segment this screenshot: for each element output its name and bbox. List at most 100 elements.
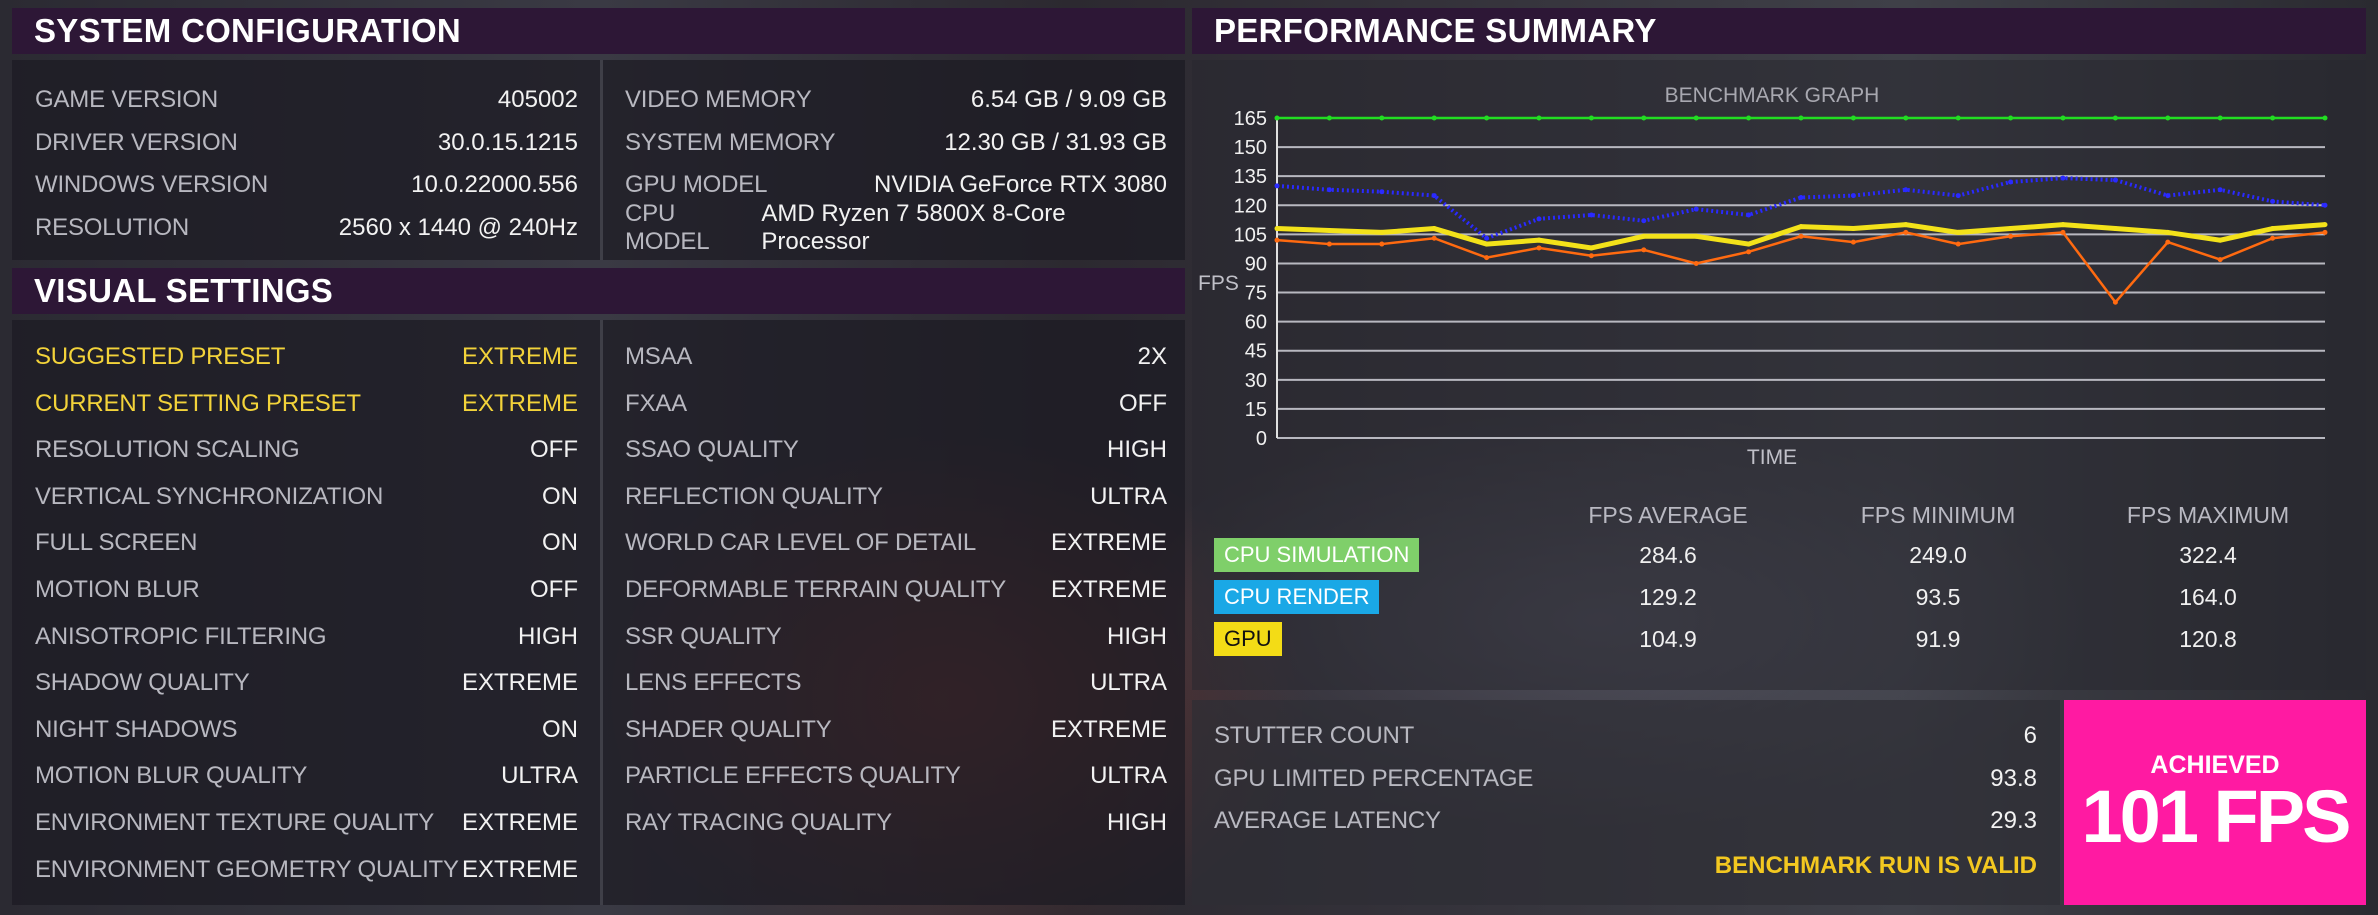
visual-right-row-4: WORLD CAR LEVEL OF DETAIL EXTREME (625, 525, 1167, 561)
series-point (1955, 229, 1961, 235)
system-left-row-0-value: 405002 (497, 86, 578, 113)
visual-right-row-6-value: HIGH (1107, 622, 1167, 650)
visual-left-row-7-value: EXTREME (461, 669, 578, 697)
stat-row-2-label: AVERAGE LATENCY (1214, 807, 1441, 834)
series-point (2008, 226, 2014, 232)
visual-left-row-0-value: EXTREME (461, 343, 578, 370)
visual-left-row-3-value: ON (542, 482, 578, 510)
system-config-header: SYSTEM CONFIGURATION (12, 8, 1185, 54)
table-header-1: FPS MINIMUM (1860, 502, 2016, 528)
achieved-label: ACHIEVED (2150, 751, 2280, 779)
visual-right-row-2-label: SSAO QUALITY (625, 436, 799, 464)
table-cell-min: 249.0 (1909, 542, 1967, 568)
series-point (2165, 115, 2171, 121)
y-tick-label: 45 (1245, 341, 1267, 363)
series-point (1326, 241, 1332, 247)
visual-right-row-5-value: EXTREME (1050, 576, 1167, 603)
visual-left-row-9-label: MOTION BLUR QUALITY (35, 762, 308, 790)
visual-right-row-6: SSR QUALITY HIGH (625, 619, 1167, 655)
series-point (1588, 245, 1594, 251)
visual-settings-panel (12, 320, 1185, 905)
visual-right-row-7-label: LENS EFFECTS (625, 669, 802, 697)
stat-row-0-label: STUTTER COUNT (1214, 722, 1415, 749)
visual-right-row-7: LENS EFFECTS ULTRA (625, 665, 1167, 701)
visual-left-row-7: SHADOW QUALITY EXTREME (35, 665, 578, 701)
series-point (2112, 299, 2118, 305)
series-point (2008, 233, 2014, 239)
series-point (2060, 175, 2066, 181)
visual-left-row-2-label: RESOLUTION SCALING (35, 436, 300, 464)
series-point (1536, 115, 1542, 121)
visual-right-row-1-value: OFF (1119, 389, 1167, 417)
benchmark-graph: BENCHMARK GRAPH FPS TIME 0 15 30 45 60 75 90 10… (1198, 84, 2328, 469)
visual-left-row-4-value: ON (542, 529, 578, 557)
y-tick-label: 165 (1234, 108, 1267, 130)
visual-left-row-5-label: MOTION BLUR (35, 576, 200, 603)
performance-panel (1192, 60, 2366, 690)
performance-title: PERFORMANCE SUMMARY (1214, 12, 1657, 49)
series-point (2322, 202, 2328, 208)
series-line-1 (1276, 176, 2326, 241)
series-point (2112, 177, 2118, 183)
series-point (1431, 193, 1437, 199)
series-point (1850, 115, 1856, 121)
series-point (2008, 179, 2014, 185)
visual-right-row-5-label: DEFORMABLE TERRAIN QUALITY (625, 576, 1007, 603)
visual-left-row-9-value: ULTRA (501, 762, 578, 790)
series-point (1850, 193, 1856, 199)
series-point (2217, 237, 2223, 243)
series-point (1484, 255, 1490, 261)
series-point (2008, 115, 2014, 121)
series-point (1274, 226, 1280, 232)
stat-row-1: GPU LIMITED PERCENTAGE 93.8 (1214, 761, 2037, 797)
series-point (1693, 115, 1699, 121)
series-point (1746, 249, 1752, 255)
table-cell-max: 164.0 (2179, 584, 2237, 610)
system-config-title: SYSTEM CONFIGURATION (34, 12, 462, 49)
table-cell-avg: 104.9 (1639, 626, 1697, 652)
system-config-panel (12, 60, 1185, 260)
stat-row-1-label: GPU LIMITED PERCENTAGE (1214, 764, 1534, 792)
series-point (1903, 187, 1909, 193)
visual-left-row-2: RESOLUTION SCALING OFF (35, 432, 578, 468)
visual-left-row-1-label: CURRENT SETTING PRESET (35, 389, 361, 417)
series-point (1274, 115, 1280, 121)
visual-left-row-0: SUGGESTED PRESET EXTREME (35, 339, 578, 375)
table-cell-min: 93.5 (1915, 584, 1961, 610)
series-point (2270, 198, 2276, 204)
y-tick-label: 150 (1234, 137, 1267, 159)
series-point (1484, 241, 1490, 247)
system-right-row-3: CPU MODEL AMD Ryzen 7 5800X 8-Core Proces… (625, 200, 1167, 255)
table-cell-avg: 284.6 (1639, 542, 1697, 568)
y-tick-label: 30 (1245, 370, 1267, 392)
visual-right-row-5: DEFORMABLE TERRAIN QUALITY EXTREME (625, 572, 1167, 608)
visual-right-row-10-label: RAY TRACING QUALITY (625, 809, 892, 836)
row-badge-0: CPU SIMULATION (1214, 538, 1420, 572)
system-right-row-1: SYSTEM MEMORY 12.30 GB / 31.93 GB (625, 125, 1167, 161)
stat-row-2: AVERAGE LATENCY 29.3 (1214, 803, 2037, 839)
stat-row-0: STUTTER COUNT 6 (1214, 718, 2037, 754)
visual-right-row-8: SHADER QUALITY EXTREME (625, 712, 1167, 748)
series-point (1274, 237, 1280, 243)
system-right-row-3-value: AMD Ryzen 7 5800X 8-Core Processor (761, 199, 1066, 255)
visual-right-row-7-value: ULTRA (1090, 669, 1167, 697)
visual-left-row-11-label: ENVIRONMENT GEOMETRY QUALITY (35, 855, 459, 883)
system-left-row-2-label: WINDOWS VERSION (35, 171, 269, 198)
series-point (1326, 187, 1332, 193)
visual-right-row-0-label: MSAA (625, 343, 693, 370)
system-right-row-3-label: CPU MODEL (625, 199, 710, 255)
series-point (1431, 115, 1437, 121)
visual-right-row-3-label: REFLECTION QUALITY (625, 482, 883, 510)
visual-right-row-0: MSAA 2X (625, 339, 1167, 375)
series-point (2322, 229, 2328, 235)
system-right-row-2-label: GPU MODEL (625, 171, 768, 198)
series-point (1588, 212, 1594, 218)
series-point (2270, 115, 2276, 121)
series-point (2112, 226, 2118, 232)
series-point (1641, 218, 1647, 224)
series-point (1798, 224, 1804, 230)
visual-left-row-1: CURRENT SETTING PRESET EXTREME (35, 386, 578, 422)
visual-right-row-4-label: WORLD CAR LEVEL OF DETAIL (625, 529, 977, 557)
y-tick-label: 75 (1245, 283, 1267, 305)
system-right-row-1-label: SYSTEM MEMORY (625, 128, 836, 156)
